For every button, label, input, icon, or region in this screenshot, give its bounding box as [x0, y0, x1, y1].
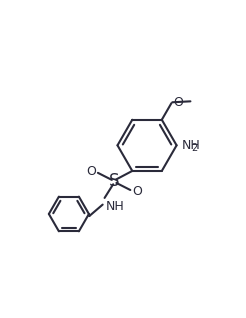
Text: 2: 2 [191, 143, 198, 153]
Text: NH: NH [181, 139, 200, 152]
Text: O: O [173, 96, 183, 109]
Text: NH: NH [106, 200, 124, 213]
Text: O: O [132, 185, 142, 198]
Text: O: O [86, 165, 96, 178]
Text: S: S [109, 172, 119, 190]
